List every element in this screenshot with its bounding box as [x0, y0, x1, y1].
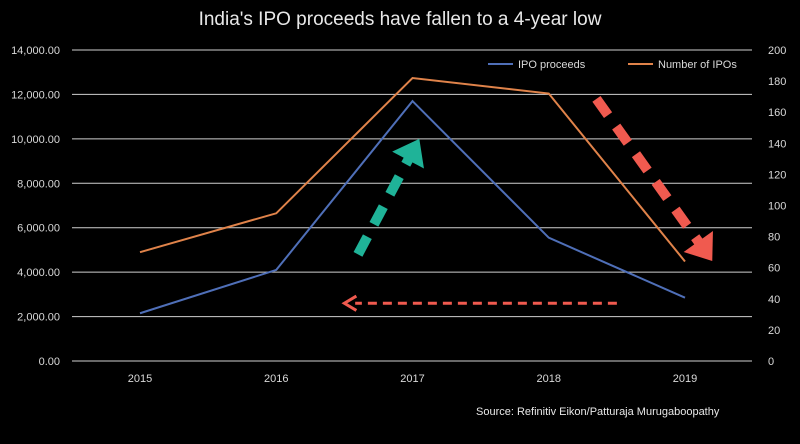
left-tick-label: 2,000.00	[17, 312, 60, 324]
right-tick-label: 180	[768, 76, 786, 88]
x-tick-label: 2016	[264, 373, 288, 385]
source-note: Source: Refinitiv Eikon/Patturaja Muruga…	[476, 406, 720, 418]
left-arrow-head	[341, 294, 358, 312]
down-arrow-head	[683, 231, 713, 262]
left-tick-label: 0.00	[39, 356, 60, 368]
series-lines	[139, 76, 686, 315]
x-axis: 2015 2016 2017 2018 2019	[128, 373, 697, 385]
legend-label-number-of-ipos: Number of IPOs	[658, 59, 737, 71]
right-tick-label: 40	[768, 294, 780, 306]
right-axis: 0 20 40 60 80 100 120 140 160 180 200	[768, 45, 786, 368]
left-tick-label: 4,000.00	[17, 267, 60, 279]
right-tick-label: 0	[768, 356, 774, 368]
chart-title: India's IPO proceeds have fallen to a 4-…	[199, 9, 602, 30]
right-tick-label: 120	[768, 169, 786, 181]
legend-label-ipo-proceeds: IPO proceeds	[518, 59, 586, 71]
right-tick-label: 200	[768, 45, 786, 57]
up-arrow-shaft	[353, 155, 414, 257]
left-tick-label: 12,000.00	[11, 89, 60, 101]
up-arrow-head	[392, 138, 424, 169]
gridlines	[72, 49, 752, 362]
left-tick-label: 10,000.00	[11, 134, 60, 146]
x-tick-label: 2017	[400, 373, 424, 385]
right-tick-label: 140	[768, 138, 786, 150]
right-tick-label: 160	[768, 107, 786, 119]
legend: IPO proceeds Number of IPOs	[488, 59, 737, 71]
series-line-number-of-ipos	[139, 76, 686, 263]
x-tick-label: 2018	[537, 373, 561, 385]
left-tick-label: 6,000.00	[17, 223, 60, 235]
left-axis: 0.00 2,000.00 4,000.00 6,000.00 8,000.00 10,0…	[11, 45, 60, 368]
x-tick-label: 2019	[673, 373, 697, 385]
series-line-ipo-proceeds	[139, 99, 686, 315]
x-tick-label: 2015	[128, 373, 152, 385]
right-tick-label: 100	[768, 201, 786, 213]
left-tick-label: 14,000.00	[11, 45, 60, 57]
annotation-arrows	[341, 95, 713, 312]
right-tick-label: 20	[768, 325, 780, 337]
left-tick-label: 8,000.00	[17, 178, 60, 190]
right-tick-label: 60	[768, 263, 780, 275]
right-tick-label: 80	[768, 232, 780, 244]
down-arrow-shaft	[592, 95, 704, 247]
